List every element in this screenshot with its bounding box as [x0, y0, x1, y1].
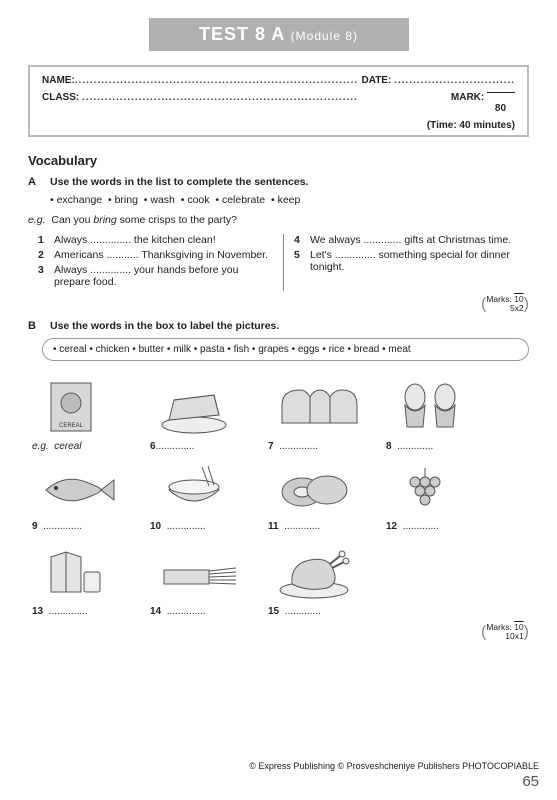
title-bar: TEST 8 A (Module 8) [149, 18, 409, 51]
rice-icon [154, 462, 234, 517]
fish-icon [36, 462, 121, 517]
section-a-marks: (Marks: 105x2) [28, 295, 529, 314]
section-a-label: A [28, 176, 50, 188]
grapes-icon [390, 462, 460, 517]
info-box: NAME:...................................… [28, 65, 529, 137]
bread-icon [272, 375, 362, 437]
mark-total: 80 [495, 103, 506, 114]
section-b-label: B [28, 320, 50, 332]
page-number: 65 [18, 773, 539, 790]
section-b-instruction: Use the words in the box to label the pi… [50, 320, 279, 332]
name-label: NAME: [42, 75, 75, 86]
section-b-wordbox: cereal chicken butter milk pasta fish gr… [42, 338, 529, 361]
butter-icon [154, 375, 234, 437]
section-b-marks: (Marks: 1010x1) [28, 623, 529, 642]
test-title: TEST 8 A [199, 24, 285, 44]
svg-text:CEREAL: CEREAL [59, 423, 84, 429]
cereal-icon: CEREAL [36, 375, 106, 437]
class-label: CLASS: [42, 92, 79, 103]
module-label: (Module 8) [291, 29, 358, 43]
vocabulary-heading: Vocabulary [28, 153, 529, 168]
pasta-icon [154, 542, 244, 602]
name-dots: ........................................… [75, 75, 358, 86]
footer: © Express Publishing © Prosveshcheniye P… [18, 761, 539, 790]
chicken-icon [272, 542, 357, 602]
section-a-instruction: Use the words in the list to complete th… [50, 176, 308, 188]
section-a-words: exchange bring wash cook celebrate keep [50, 194, 529, 206]
copyright: © Express Publishing © Prosveshcheniye P… [18, 761, 539, 771]
date-label: DATE: [362, 75, 392, 86]
milk-icon [36, 542, 111, 602]
mark-label: MARK: [451, 92, 484, 103]
class-dots: ........................................… [82, 92, 358, 103]
section-a-example: e.g. Can you bring some crisps to the pa… [28, 214, 529, 226]
date-dots: ................................ [394, 75, 515, 86]
time-label: (Time: 40 minutes) [42, 120, 515, 131]
eggs-icon [390, 375, 470, 437]
meat-icon [272, 462, 357, 517]
